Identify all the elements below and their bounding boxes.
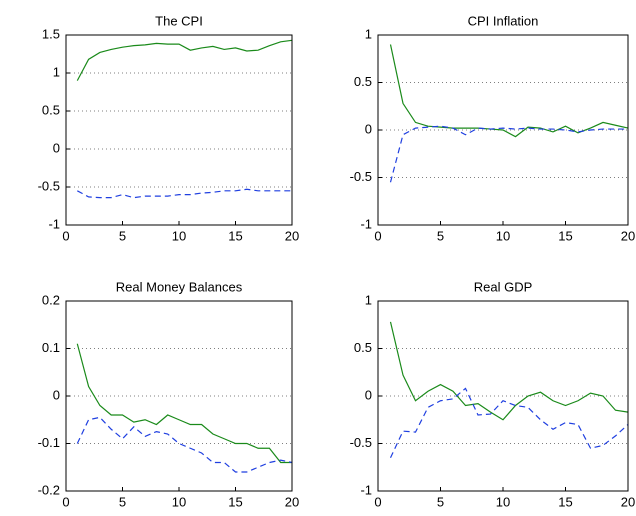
line-series [76,39,293,81]
axes-frame [377,34,629,226]
line-series [389,321,629,421]
y-tick-label: -0.1 [38,435,60,450]
x-tick-label: 15 [228,228,242,243]
y-tick-label: 1 [365,292,372,307]
x-tick-label: 5 [437,228,444,243]
y-tick-label: -0.5 [350,169,372,184]
line-series [389,125,628,183]
y-tick-label: -1 [360,216,372,231]
y-tick-label: 0 [365,121,372,136]
x-tick-label: 0 [62,494,69,509]
axes-frame [377,300,629,492]
x-tick-label: 0 [374,494,381,509]
x-tick-label: 20 [621,228,635,243]
y-tick-label: 0 [365,387,372,402]
x-tick-label: 10 [172,228,186,243]
y-tick-label: 0.5 [354,74,372,89]
y-tick-label: -0.5 [350,435,372,450]
line-series [77,188,292,199]
x-tick-label: 5 [437,494,444,509]
line-series [389,44,629,138]
y-tick-label: -1 [48,216,60,231]
y-tick-label: 0.5 [354,340,372,355]
y-tick-label: 1.5 [42,26,60,41]
line-series [389,387,629,459]
x-tick-label: 0 [374,228,381,243]
x-tick-label: 20 [285,494,299,509]
chart-title: Real Money Balances [116,279,243,294]
y-tick-label: -1 [360,482,372,497]
x-tick-label: 0 [62,228,69,243]
y-tick-label: 0 [53,387,60,402]
y-tick-label: 0.5 [42,102,60,117]
x-tick-label: 15 [558,228,572,243]
y-tick-label: 1 [53,64,60,79]
chart-title: CPI Inflation [468,13,539,28]
x-tick-label: 20 [285,228,299,243]
x-tick-label: 10 [172,494,186,509]
x-tick-label: 20 [621,494,635,509]
x-tick-label: 10 [496,228,510,243]
y-tick-label: 0 [53,140,60,155]
y-tick-label: -0.5 [38,178,60,193]
line-series [76,416,293,473]
x-tick-label: 15 [228,494,242,509]
axes-frame [65,34,293,226]
y-tick-label: 1 [365,26,372,41]
axes-frame [65,300,293,492]
x-tick-label: 5 [119,494,126,509]
chart-title: The CPI [155,13,203,28]
x-tick-label: 15 [558,494,572,509]
y-tick-label: 0.2 [42,292,60,307]
chart-title: Real GDP [474,279,533,294]
x-tick-label: 5 [119,228,126,243]
x-tick-label: 10 [496,494,510,509]
y-tick-label: -0.2 [38,482,60,497]
line-series [76,343,292,464]
y-tick-label: 0.1 [42,340,60,355]
